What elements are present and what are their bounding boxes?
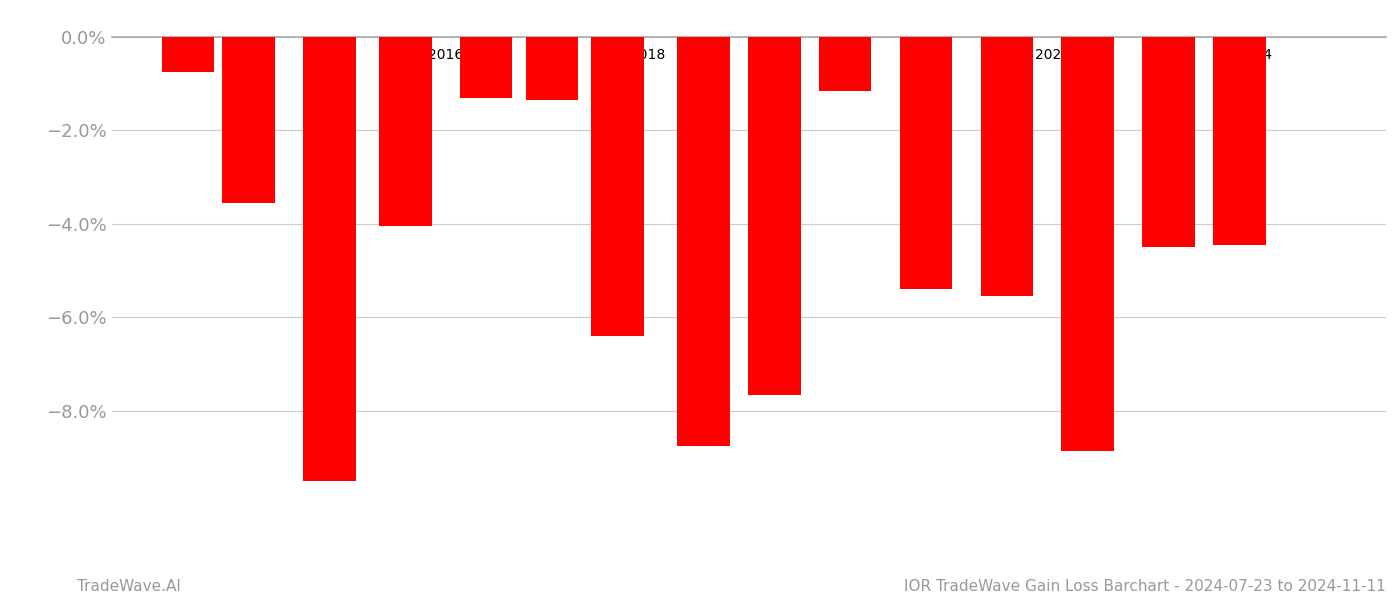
Bar bbox=[525, 37, 578, 100]
Bar bbox=[1142, 37, 1196, 247]
Bar bbox=[980, 37, 1033, 296]
Bar bbox=[223, 37, 274, 203]
Bar bbox=[748, 37, 801, 395]
Bar bbox=[304, 37, 356, 481]
Bar bbox=[1214, 37, 1266, 245]
Bar bbox=[591, 37, 644, 336]
Text: TradeWave.AI: TradeWave.AI bbox=[77, 579, 181, 594]
Bar bbox=[161, 37, 214, 72]
Bar bbox=[1061, 37, 1114, 451]
Bar bbox=[459, 37, 512, 98]
Text: IOR TradeWave Gain Loss Barchart - 2024-07-23 to 2024-11-11: IOR TradeWave Gain Loss Barchart - 2024-… bbox=[904, 579, 1386, 594]
Bar bbox=[819, 37, 871, 91]
Bar bbox=[379, 37, 431, 226]
Bar bbox=[900, 37, 952, 289]
Bar bbox=[678, 37, 729, 446]
